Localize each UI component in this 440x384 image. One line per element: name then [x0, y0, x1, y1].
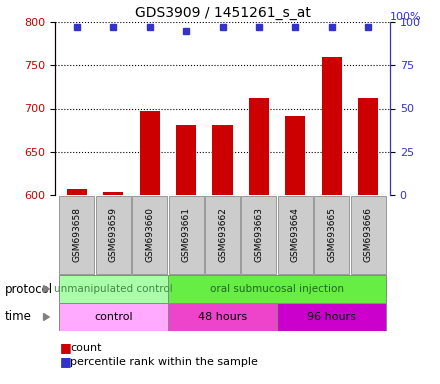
Text: ■: ■: [59, 356, 71, 369]
FancyBboxPatch shape: [205, 196, 240, 274]
Bar: [249, 98, 269, 195]
FancyBboxPatch shape: [132, 196, 167, 274]
Bar: [103, 192, 123, 195]
FancyBboxPatch shape: [314, 196, 349, 274]
Bar: [213, 125, 232, 195]
Text: 100%: 100%: [390, 12, 422, 22]
FancyBboxPatch shape: [169, 196, 204, 274]
FancyBboxPatch shape: [96, 196, 131, 274]
Text: 96 hours: 96 hours: [307, 312, 356, 322]
FancyBboxPatch shape: [277, 303, 386, 331]
Text: GSM693659: GSM693659: [109, 207, 118, 263]
Text: GSM693665: GSM693665: [327, 207, 336, 263]
FancyBboxPatch shape: [278, 196, 313, 274]
Text: oral submucosal injection: oral submucosal injection: [210, 284, 344, 294]
Bar: [67, 189, 87, 195]
FancyBboxPatch shape: [242, 196, 276, 274]
Text: GSM693664: GSM693664: [291, 208, 300, 262]
FancyBboxPatch shape: [168, 275, 386, 303]
Text: time: time: [4, 311, 31, 323]
Bar: [322, 58, 342, 195]
Bar: [358, 98, 378, 195]
Text: GSM693666: GSM693666: [363, 207, 373, 263]
FancyBboxPatch shape: [168, 303, 277, 331]
Text: protocol: protocol: [4, 283, 52, 296]
Text: GSM693662: GSM693662: [218, 208, 227, 262]
Text: count: count: [70, 343, 102, 353]
Bar: [139, 111, 160, 195]
Text: GSM693663: GSM693663: [254, 207, 264, 263]
Bar: [176, 125, 196, 195]
Text: ■: ■: [59, 341, 71, 354]
FancyBboxPatch shape: [59, 196, 94, 274]
FancyBboxPatch shape: [59, 303, 168, 331]
FancyBboxPatch shape: [351, 196, 385, 274]
Title: GDS3909 / 1451261_s_at: GDS3909 / 1451261_s_at: [135, 6, 311, 20]
Text: control: control: [94, 312, 132, 322]
Text: GSM693660: GSM693660: [145, 207, 154, 263]
Bar: [285, 116, 305, 195]
Text: percentile rank within the sample: percentile rank within the sample: [70, 357, 258, 367]
FancyBboxPatch shape: [59, 275, 168, 303]
Text: unmanipulated control: unmanipulated control: [54, 284, 172, 294]
Text: GSM693658: GSM693658: [72, 207, 81, 263]
Text: 48 hours: 48 hours: [198, 312, 247, 322]
Text: GSM693661: GSM693661: [182, 207, 191, 263]
